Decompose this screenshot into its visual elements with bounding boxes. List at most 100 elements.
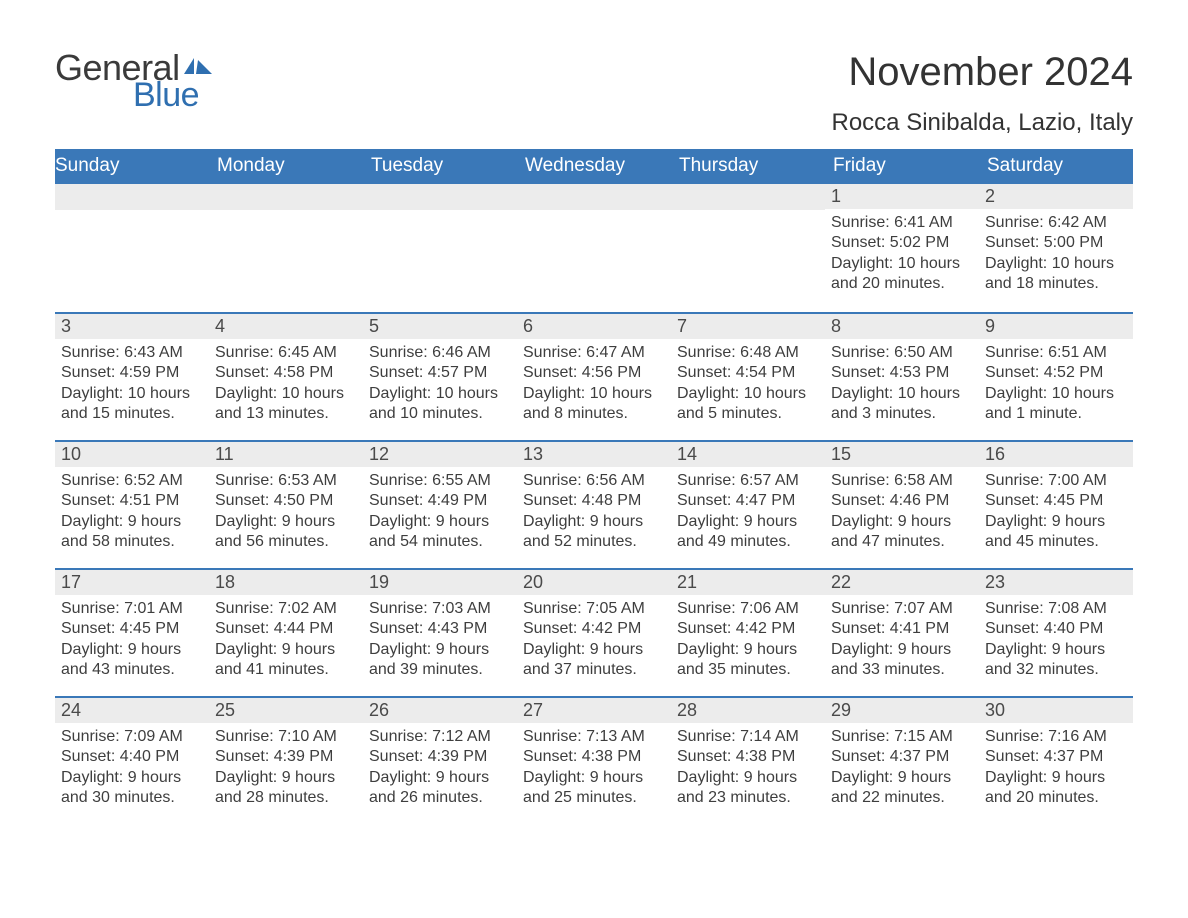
day-number: 15 [825, 440, 979, 467]
calendar-cell: 14Sunrise: 6:57 AMSunset: 4:47 PMDayligh… [671, 440, 825, 568]
sunrise-line: Sunrise: 7:16 AM [985, 727, 1127, 747]
day-detail: Sunrise: 6:51 AMSunset: 4:52 PMDaylight:… [979, 339, 1133, 431]
calendar-cell: 25Sunrise: 7:10 AMSunset: 4:39 PMDayligh… [209, 696, 363, 824]
logo: General Blue [55, 50, 212, 112]
daylight-line: Daylight: 10 hours and 18 minutes. [985, 254, 1127, 295]
day-number: 26 [363, 696, 517, 723]
day-detail: Sunrise: 6:52 AMSunset: 4:51 PMDaylight:… [55, 467, 209, 559]
empty-day-bar [671, 184, 825, 210]
day-number: 30 [979, 696, 1133, 723]
day-number: 21 [671, 568, 825, 595]
daylight-line: Daylight: 9 hours and 54 minutes. [369, 512, 511, 553]
sunset-line: Sunset: 4:51 PM [61, 491, 203, 511]
sunset-line: Sunset: 4:41 PM [831, 619, 973, 639]
calendar-cell: 12Sunrise: 6:55 AMSunset: 4:49 PMDayligh… [363, 440, 517, 568]
day-detail: Sunrise: 6:50 AMSunset: 4:53 PMDaylight:… [825, 339, 979, 431]
logo-flag-icon [184, 58, 212, 78]
calendar-cell [671, 184, 825, 312]
sunrise-line: Sunrise: 7:06 AM [677, 599, 819, 619]
sunrise-line: Sunrise: 7:09 AM [61, 727, 203, 747]
calendar-cell: 11Sunrise: 6:53 AMSunset: 4:50 PMDayligh… [209, 440, 363, 568]
sunset-line: Sunset: 4:45 PM [61, 619, 203, 639]
day-header: Friday [825, 149, 979, 184]
sunset-line: Sunset: 4:56 PM [523, 363, 665, 383]
calendar-cell: 22Sunrise: 7:07 AMSunset: 4:41 PMDayligh… [825, 568, 979, 696]
calendar-week: 24Sunrise: 7:09 AMSunset: 4:40 PMDayligh… [55, 696, 1133, 824]
daylight-line: Daylight: 10 hours and 13 minutes. [215, 384, 357, 425]
daylight-line: Daylight: 9 hours and 56 minutes. [215, 512, 357, 553]
sunset-line: Sunset: 4:47 PM [677, 491, 819, 511]
daylight-line: Daylight: 9 hours and 22 minutes. [831, 768, 973, 809]
sunset-line: Sunset: 4:42 PM [523, 619, 665, 639]
sunrise-line: Sunrise: 7:10 AM [215, 727, 357, 747]
daylight-line: Daylight: 10 hours and 1 minute. [985, 384, 1127, 425]
sunset-line: Sunset: 5:02 PM [831, 233, 973, 253]
calendar-cell: 27Sunrise: 7:13 AMSunset: 4:38 PMDayligh… [517, 696, 671, 824]
day-number: 11 [209, 440, 363, 467]
day-detail: Sunrise: 7:02 AMSunset: 4:44 PMDaylight:… [209, 595, 363, 687]
sunset-line: Sunset: 4:58 PM [215, 363, 357, 383]
sunset-line: Sunset: 4:37 PM [985, 747, 1127, 767]
day-detail: Sunrise: 6:42 AMSunset: 5:00 PMDaylight:… [979, 209, 1133, 301]
sunrise-line: Sunrise: 7:07 AM [831, 599, 973, 619]
sunrise-line: Sunrise: 7:05 AM [523, 599, 665, 619]
calendar-week: 17Sunrise: 7:01 AMSunset: 4:45 PMDayligh… [55, 568, 1133, 696]
sunset-line: Sunset: 4:48 PM [523, 491, 665, 511]
sunset-line: Sunset: 4:50 PM [215, 491, 357, 511]
daylight-line: Daylight: 9 hours and 37 minutes. [523, 640, 665, 681]
day-detail: Sunrise: 6:45 AMSunset: 4:58 PMDaylight:… [209, 339, 363, 431]
daylight-line: Daylight: 9 hours and 35 minutes. [677, 640, 819, 681]
daylight-line: Daylight: 9 hours and 39 minutes. [369, 640, 511, 681]
sunset-line: Sunset: 4:59 PM [61, 363, 203, 383]
title-block: November 2024 Rocca Sinibalda, Lazio, It… [832, 50, 1134, 145]
day-detail: Sunrise: 6:57 AMSunset: 4:47 PMDaylight:… [671, 467, 825, 559]
day-detail: Sunrise: 7:07 AMSunset: 4:41 PMDaylight:… [825, 595, 979, 687]
day-detail: Sunrise: 7:00 AMSunset: 4:45 PMDaylight:… [979, 467, 1133, 559]
sunrise-line: Sunrise: 7:02 AM [215, 599, 357, 619]
day-detail: Sunrise: 6:58 AMSunset: 4:46 PMDaylight:… [825, 467, 979, 559]
daylight-line: Daylight: 9 hours and 43 minutes. [61, 640, 203, 681]
calendar-cell: 18Sunrise: 7:02 AMSunset: 4:44 PMDayligh… [209, 568, 363, 696]
daylight-line: Daylight: 10 hours and 5 minutes. [677, 384, 819, 425]
sunrise-line: Sunrise: 6:41 AM [831, 213, 973, 233]
daylight-line: Daylight: 10 hours and 20 minutes. [831, 254, 973, 295]
sunset-line: Sunset: 4:42 PM [677, 619, 819, 639]
day-detail: Sunrise: 7:14 AMSunset: 4:38 PMDaylight:… [671, 723, 825, 815]
day-detail: Sunrise: 6:56 AMSunset: 4:48 PMDaylight:… [517, 467, 671, 559]
daylight-line: Daylight: 9 hours and 30 minutes. [61, 768, 203, 809]
sunset-line: Sunset: 4:38 PM [677, 747, 819, 767]
calendar-cell [517, 184, 671, 312]
day-detail: Sunrise: 7:15 AMSunset: 4:37 PMDaylight:… [825, 723, 979, 815]
daylight-line: Daylight: 9 hours and 26 minutes. [369, 768, 511, 809]
calendar-cell: 9Sunrise: 6:51 AMSunset: 4:52 PMDaylight… [979, 312, 1133, 440]
sunset-line: Sunset: 4:46 PM [831, 491, 973, 511]
calendar-cell: 26Sunrise: 7:12 AMSunset: 4:39 PMDayligh… [363, 696, 517, 824]
calendar-cell: 28Sunrise: 7:14 AMSunset: 4:38 PMDayligh… [671, 696, 825, 824]
sunset-line: Sunset: 4:45 PM [985, 491, 1127, 511]
day-number: 18 [209, 568, 363, 595]
daylight-line: Daylight: 9 hours and 52 minutes. [523, 512, 665, 553]
day-number: 24 [55, 696, 209, 723]
location: Rocca Sinibalda, Lazio, Italy [832, 109, 1134, 137]
day-detail: Sunrise: 6:43 AMSunset: 4:59 PMDaylight:… [55, 339, 209, 431]
calendar-week: 10Sunrise: 6:52 AMSunset: 4:51 PMDayligh… [55, 440, 1133, 568]
daylight-line: Daylight: 10 hours and 15 minutes. [61, 384, 203, 425]
calendar-cell: 21Sunrise: 7:06 AMSunset: 4:42 PMDayligh… [671, 568, 825, 696]
daylight-line: Daylight: 9 hours and 28 minutes. [215, 768, 357, 809]
calendar-cell [209, 184, 363, 312]
sunset-line: Sunset: 4:52 PM [985, 363, 1127, 383]
day-number: 4 [209, 312, 363, 339]
day-header: Tuesday [363, 149, 517, 184]
day-number: 10 [55, 440, 209, 467]
sunset-line: Sunset: 4:43 PM [369, 619, 511, 639]
sunset-line: Sunset: 4:39 PM [369, 747, 511, 767]
sunset-line: Sunset: 4:57 PM [369, 363, 511, 383]
daylight-line: Daylight: 10 hours and 3 minutes. [831, 384, 973, 425]
sunrise-line: Sunrise: 6:42 AM [985, 213, 1127, 233]
day-detail: Sunrise: 7:06 AMSunset: 4:42 PMDaylight:… [671, 595, 825, 687]
calendar-cell: 15Sunrise: 6:58 AMSunset: 4:46 PMDayligh… [825, 440, 979, 568]
day-number: 8 [825, 312, 979, 339]
sunrise-line: Sunrise: 6:52 AM [61, 471, 203, 491]
day-number: 6 [517, 312, 671, 339]
day-header: Sunday [55, 149, 209, 184]
